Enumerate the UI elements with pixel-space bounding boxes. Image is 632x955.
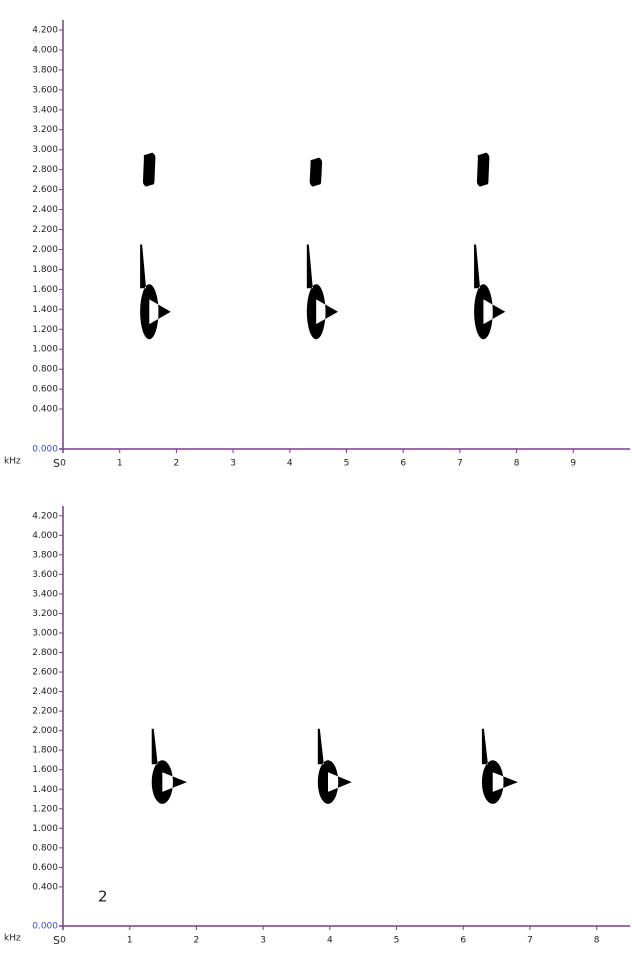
y-tick-label: 2.800 xyxy=(32,648,58,658)
y-tick-label: 2.600 xyxy=(32,185,58,195)
x-tick-label: 3 xyxy=(230,459,236,469)
y-tick-label: 2.800 xyxy=(32,165,58,175)
y-tick-label: 1.400 xyxy=(32,785,58,795)
y-tick-label: 0.800 xyxy=(32,365,58,375)
x-tick-label: 4 xyxy=(327,936,333,946)
x-axis-label: S xyxy=(53,934,60,947)
y-tick-label: 3.800 xyxy=(32,550,58,560)
y-tick-label: 3.600 xyxy=(32,85,58,95)
y-tick-label: 2.200 xyxy=(32,707,58,717)
x-tick-label: 3 xyxy=(260,936,266,946)
y-tick-label: 0.800 xyxy=(32,843,58,853)
x-tick-label: 6 xyxy=(460,936,466,946)
y-tick-label: 4.200 xyxy=(32,25,58,35)
y-tick-label: 2.600 xyxy=(32,668,58,678)
call xyxy=(151,728,188,804)
y-tick-label: 2.000 xyxy=(32,245,58,255)
y-tick-label: 3.200 xyxy=(32,125,58,135)
y-tick-label: 4.000 xyxy=(32,45,58,55)
call xyxy=(309,157,323,187)
y-tick-label: 2.400 xyxy=(32,205,58,215)
x-axis-label: S xyxy=(53,457,60,470)
x-tick-label: 5 xyxy=(394,936,400,946)
y-tick-label: 1.000 xyxy=(32,345,58,355)
y-tick-label: 3.400 xyxy=(32,589,58,599)
annotation: 2 xyxy=(98,888,108,906)
x-tick-label: 0 xyxy=(60,936,66,946)
x-tick-label: 6 xyxy=(400,459,406,469)
y-tick-label: 3.200 xyxy=(32,609,58,619)
call xyxy=(474,244,506,340)
x-tick-label: 1 xyxy=(117,459,123,469)
call xyxy=(476,152,490,187)
y-tick-label: 1.200 xyxy=(32,325,58,335)
y-tick-label: 3.400 xyxy=(32,105,58,115)
y-tick-label: 1.400 xyxy=(32,305,58,315)
y-tick-label: 1.600 xyxy=(32,285,58,295)
y-tick-label: 0.000 xyxy=(32,922,58,932)
y-tick-label: 1.800 xyxy=(32,746,58,756)
y-tick-label: 0.000 xyxy=(32,445,58,455)
y-tick-label: 0.400 xyxy=(32,405,58,415)
call xyxy=(142,152,156,187)
y-tick-label: 4.000 xyxy=(32,531,58,541)
y-tick-label: 3.800 xyxy=(32,65,58,75)
x-tick-label: 7 xyxy=(457,459,463,469)
x-tick-label: 2 xyxy=(174,459,180,469)
x-tick-label: 1 xyxy=(127,936,133,946)
y-tick-label: 2.000 xyxy=(32,726,58,736)
y-tick-label: 0.400 xyxy=(32,882,58,892)
x-tick-label: 7 xyxy=(527,936,533,946)
y-tick-label: 1.600 xyxy=(32,765,58,775)
y-tick-label: 0.600 xyxy=(32,385,58,395)
y-tick-label: 4.200 xyxy=(32,511,58,521)
y-axis-label: kHz xyxy=(4,934,21,944)
y-tick-label: 1.000 xyxy=(32,824,58,834)
y-tick-label: 2.400 xyxy=(32,687,58,697)
y-tick-label: 3.000 xyxy=(32,145,58,155)
x-tick-label: 2 xyxy=(194,936,200,946)
x-tick-label: 8 xyxy=(514,459,520,469)
call xyxy=(317,728,352,804)
y-axis-label: kHz xyxy=(4,457,21,467)
y-tick-label: 1.800 xyxy=(32,265,58,275)
x-tick-label: 4 xyxy=(287,459,293,469)
y-tick-label: 0.600 xyxy=(32,863,58,873)
x-tick-label: 0 xyxy=(60,459,66,469)
call xyxy=(306,244,338,340)
y-tick-label: 2.200 xyxy=(32,225,58,235)
x-tick-label: 8 xyxy=(594,936,600,946)
call xyxy=(481,728,518,804)
y-tick-label: 1.200 xyxy=(32,804,58,814)
x-tick-label: 9 xyxy=(570,459,576,469)
x-tick-label: 5 xyxy=(344,459,350,469)
call xyxy=(140,244,171,340)
y-tick-label: 3.000 xyxy=(32,628,58,638)
y-tick-label: 3.600 xyxy=(32,570,58,580)
